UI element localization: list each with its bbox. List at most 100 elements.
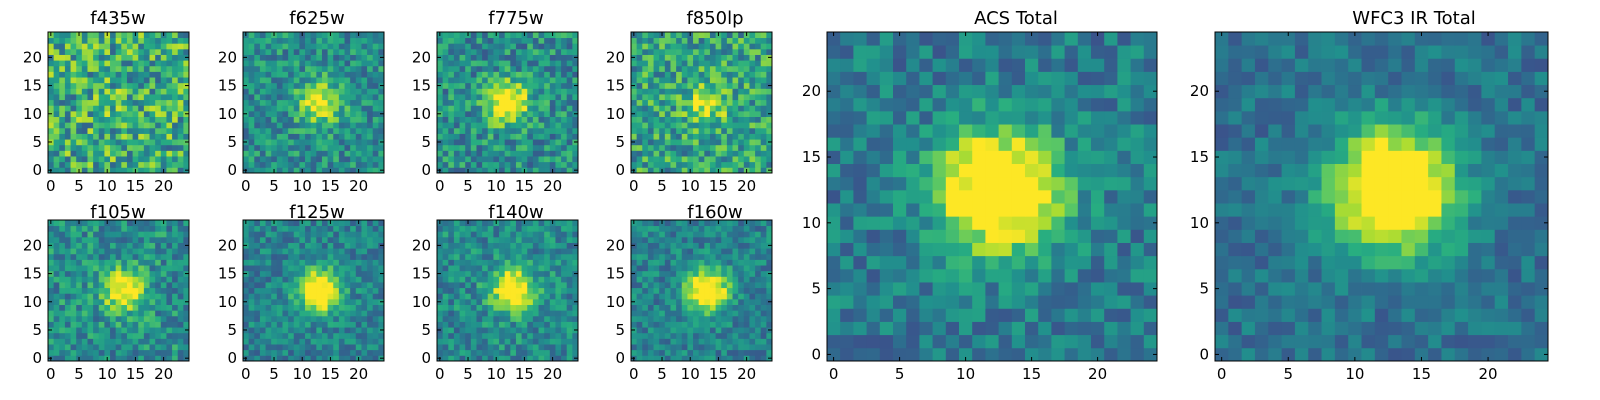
heatmap-cell bbox=[143, 332, 150, 339]
heatmap-cell bbox=[81, 332, 88, 339]
heatmap-cell bbox=[664, 32, 671, 39]
heatmap-cell bbox=[53, 310, 60, 317]
heatmap-cell bbox=[299, 133, 306, 140]
heatmap-cell bbox=[87, 65, 94, 72]
heatmap-cell bbox=[493, 265, 500, 272]
heatmap-cell bbox=[138, 37, 145, 44]
y-tick-label: 15 bbox=[218, 77, 237, 95]
heatmap-cell bbox=[636, 127, 643, 134]
heatmap-cell bbox=[350, 265, 357, 272]
heatmap-cell bbox=[515, 133, 522, 140]
heatmap-cell bbox=[183, 338, 190, 345]
heatmap-cell bbox=[98, 259, 105, 266]
heatmap-cell bbox=[561, 287, 568, 294]
heatmap-cell bbox=[544, 287, 551, 294]
heatmap-cell bbox=[70, 242, 77, 249]
heatmap-cell bbox=[81, 304, 88, 311]
heatmap-cell bbox=[704, 43, 711, 50]
heatmap-cell bbox=[172, 32, 179, 39]
heatmap-cell bbox=[698, 77, 705, 84]
heatmap-cell bbox=[98, 321, 105, 328]
heatmap-cell bbox=[636, 54, 643, 61]
heatmap-cell bbox=[350, 304, 357, 311]
heatmap-cell bbox=[53, 270, 60, 277]
heatmap-cell bbox=[749, 105, 756, 112]
heatmap-cell bbox=[726, 48, 733, 55]
heatmap-cell bbox=[93, 293, 100, 300]
heatmap-cell bbox=[53, 65, 60, 72]
heatmap-cell bbox=[642, 43, 649, 50]
heatmap-cell bbox=[760, 156, 767, 163]
heatmap-cell bbox=[321, 321, 328, 328]
heatmap-cell bbox=[338, 293, 345, 300]
heatmap-cell bbox=[470, 127, 477, 134]
heatmap-cell bbox=[166, 355, 173, 362]
heatmap-cell bbox=[155, 259, 162, 266]
heatmap-cell bbox=[504, 253, 511, 260]
heatmap-cell bbox=[327, 287, 334, 294]
heatmap-cell bbox=[549, 71, 556, 78]
heatmap-cell bbox=[177, 167, 184, 174]
heatmap-cell bbox=[282, 338, 289, 345]
heatmap-cell bbox=[160, 287, 167, 294]
heatmap-cell bbox=[254, 242, 261, 249]
heatmap-cell bbox=[183, 349, 190, 356]
heatmap-cell bbox=[378, 349, 385, 356]
heatmap-cell bbox=[470, 220, 477, 227]
heatmap-cell bbox=[532, 304, 539, 311]
heatmap-cell bbox=[149, 355, 156, 362]
heatmap-cell bbox=[305, 167, 312, 174]
heatmap-cell bbox=[561, 122, 568, 129]
heatmap-cell bbox=[87, 133, 94, 140]
heatmap-cell bbox=[572, 133, 579, 140]
heatmap-cell bbox=[487, 133, 494, 140]
heatmap-cell bbox=[282, 327, 289, 334]
heatmap-cell bbox=[293, 265, 300, 272]
heatmap-cell bbox=[338, 139, 345, 146]
heatmap-cell bbox=[310, 116, 317, 123]
heatmap-cell bbox=[453, 43, 460, 50]
heatmap-cell bbox=[81, 133, 88, 140]
heatmap-cell bbox=[442, 276, 449, 283]
heatmap-cell bbox=[698, 88, 705, 95]
heatmap-cell bbox=[653, 65, 660, 72]
heatmap-cell bbox=[760, 65, 767, 72]
heatmap-cell bbox=[372, 338, 379, 345]
heatmap-cell bbox=[276, 349, 283, 356]
heatmap-cell bbox=[121, 304, 128, 311]
heatmap-cell bbox=[265, 315, 272, 322]
heatmap-cell bbox=[437, 259, 444, 266]
heatmap-cell bbox=[676, 88, 683, 95]
heatmap-cell bbox=[555, 248, 562, 255]
heatmap-cell bbox=[442, 298, 449, 305]
heatmap-cell bbox=[715, 99, 722, 106]
heatmap-cell bbox=[515, 94, 522, 101]
heatmap-cell bbox=[664, 167, 671, 174]
heatmap-cell bbox=[499, 276, 506, 283]
x-tick-label: 10 bbox=[681, 177, 700, 195]
heatmap-cell bbox=[254, 248, 261, 255]
heatmap-cell bbox=[470, 236, 477, 243]
heatmap-cell bbox=[670, 282, 677, 289]
heatmap-cell bbox=[254, 259, 261, 266]
heatmap-cell bbox=[766, 150, 773, 157]
heatmap-cell bbox=[549, 94, 556, 101]
heatmap-cell bbox=[64, 139, 71, 146]
heatmap-cell bbox=[81, 265, 88, 272]
heatmap-cell bbox=[299, 225, 306, 232]
heatmap-cell bbox=[254, 161, 261, 168]
heatmap-cell bbox=[721, 139, 728, 146]
heatmap-cell bbox=[166, 127, 173, 134]
heatmap-cell bbox=[760, 355, 767, 362]
heatmap-cell bbox=[115, 225, 122, 232]
heatmap-cell bbox=[538, 225, 545, 232]
heatmap-cell bbox=[87, 298, 94, 305]
heatmap-cell bbox=[121, 71, 128, 78]
heatmap-cell bbox=[453, 167, 460, 174]
heatmap-cell bbox=[344, 150, 351, 157]
heatmap-cell bbox=[288, 88, 295, 95]
heatmap-cell bbox=[515, 71, 522, 78]
heatmap-cell bbox=[499, 225, 506, 232]
heatmap-cell bbox=[476, 139, 483, 146]
heatmap-cell bbox=[448, 242, 455, 249]
